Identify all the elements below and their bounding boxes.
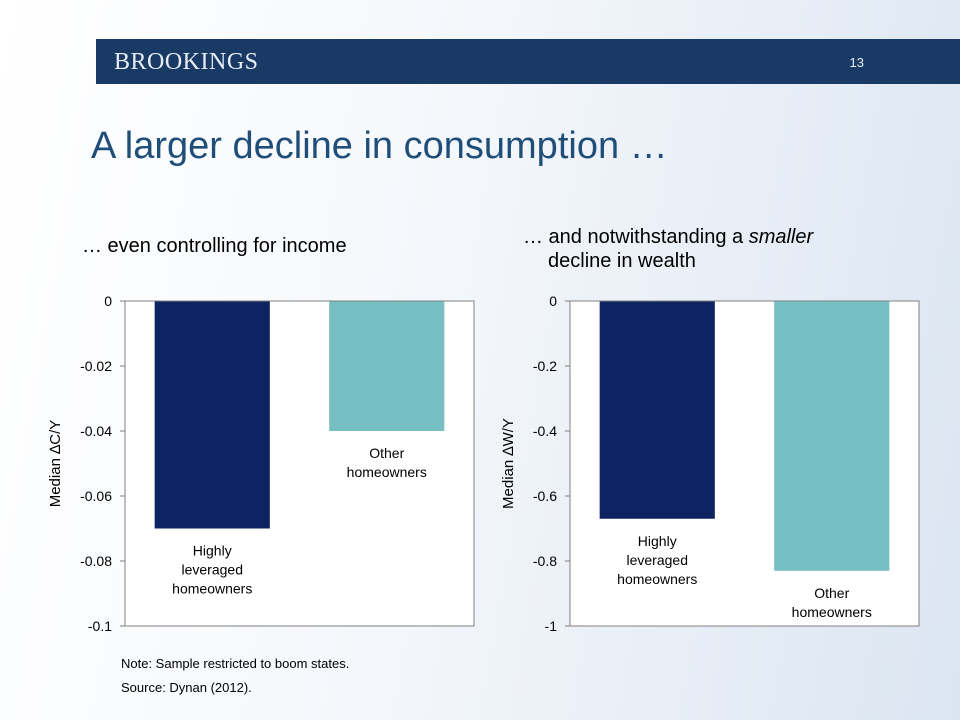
- bar-label-line: Other: [814, 585, 849, 601]
- slide-title: A larger decline in consumption …: [91, 125, 668, 167]
- y-tick-label: -0.6: [533, 488, 557, 504]
- y-tick-label: -0.2: [533, 358, 557, 374]
- bar-other-homeowners: [329, 301, 445, 431]
- right-subtitle-line1: … and notwithstanding a: [523, 226, 749, 248]
- bar-label-line: Other: [369, 445, 404, 461]
- y-tick-label: -0.04: [80, 423, 112, 439]
- y-tick-label: -1: [545, 618, 558, 634]
- y-tick-label: -0.1: [88, 618, 112, 634]
- y-tick-label: 0: [549, 293, 557, 309]
- y-tick-label: -0.4: [533, 423, 557, 439]
- bar-label-line: leveraged: [627, 552, 689, 568]
- bar-category-label: Other homeowners: [347, 445, 427, 480]
- y-axis-title: Median ∆W/Y: [500, 418, 517, 509]
- y-tick-label: 0: [104, 293, 112, 309]
- right-subtitle-emphasis: smaller: [748, 226, 814, 248]
- y-tick-label: -0.06: [80, 488, 112, 504]
- left-chart-subtitle: … even controlling for income: [82, 235, 347, 257]
- bar-category-label: Highly leveraged homeowners: [172, 543, 252, 597]
- right-subtitle-line2: decline in wealth: [548, 250, 696, 272]
- sample-note: Note: Sample restricted to boom states.: [121, 656, 350, 671]
- bar-other-homeowners: [774, 301, 890, 571]
- right-chart-subtitle: … and notwithstanding a smaller decline …: [523, 225, 813, 273]
- bar-category-label: Highly leveraged homeowners: [617, 533, 697, 587]
- y-tick-label: -0.02: [80, 358, 112, 374]
- bar-highly-leveraged: [599, 301, 715, 519]
- page-number: 13: [849, 55, 864, 70]
- bar-label-line: homeowners: [617, 571, 697, 587]
- y-axis-title: Median ∆C/Y: [47, 420, 64, 508]
- y-tick-label: -0.08: [80, 553, 112, 569]
- bar-category-label: Other homeowners: [792, 585, 872, 620]
- y-tick-label: -0.8: [533, 553, 557, 569]
- bar-highly-leveraged: [154, 301, 270, 529]
- bar-label-line: leveraged: [182, 562, 244, 578]
- header-banner: BROOKINGS 13: [96, 39, 960, 84]
- brookings-logo: BROOKINGS: [114, 49, 259, 75]
- source-note: Source: Dynan (2012).: [121, 680, 252, 695]
- bar-label-line: Highly: [638, 533, 677, 549]
- bar-label-line: homeowners: [792, 604, 872, 620]
- bar-label-line: homeowners: [172, 581, 252, 597]
- bar-label-line: Highly: [193, 543, 232, 559]
- bar-label-line: homeowners: [347, 464, 427, 480]
